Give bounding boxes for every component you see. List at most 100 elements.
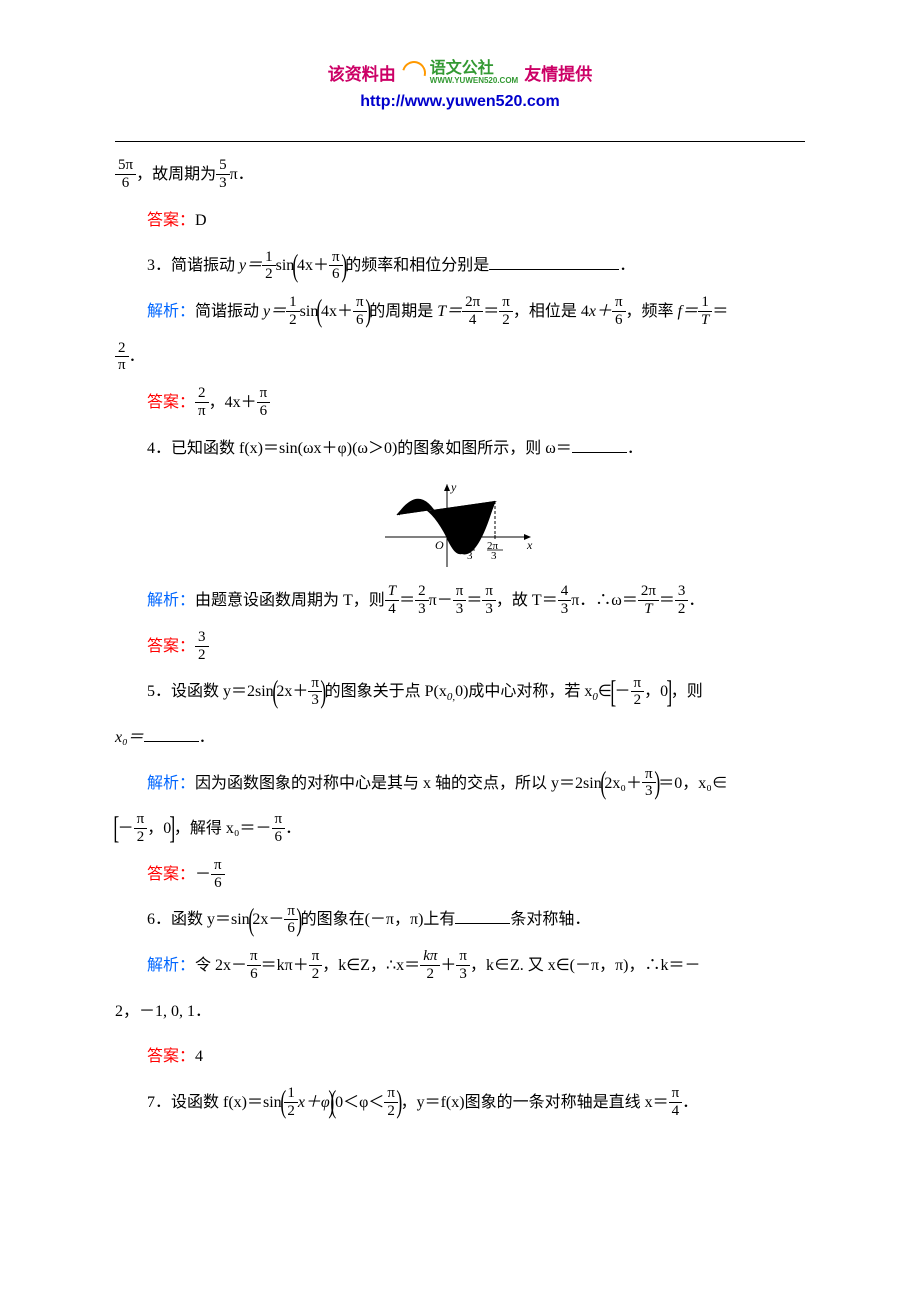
p6-question: 6．函数 y＝sin(2x－π6)的图象在(－π，π)上有条对称轴． — [115, 899, 805, 941]
p6-answer: 答案：4 — [115, 1036, 805, 1078]
p2-answer-value: D — [195, 212, 207, 229]
period: ． — [688, 592, 704, 609]
sub0: 0, — [447, 692, 455, 704]
p3-solution-l1: 解析：简谐振动 y＝12sin(4x＋π6)的周期是 T＝2π4＝π2，相位是 … — [115, 291, 805, 333]
plus: ＋ — [440, 957, 456, 974]
eq2: ＝ — [466, 592, 482, 609]
svg-text:3: 3 — [491, 550, 497, 562]
p5-answer: 答案：－π6 — [115, 854, 805, 896]
page-root: 该资料由 语文公社 WWW.YUWEN520.COM 友情提供 http://w… — [0, 0, 920, 1167]
p4-q-text: 4．已知函数 f(x)＝sin(ωx＋φ)(ω＞0)的图象如图所示，则 ω＝ — [147, 440, 572, 457]
frac-4-3: 43 — [558, 583, 572, 617]
frac-pi-3b: π3 — [482, 583, 496, 617]
p5-sol-t2: ＝0，x₀∈ — [658, 775, 728, 792]
frac-pi-2b: π2 — [134, 811, 148, 845]
frac-2-pi: 2π — [115, 340, 129, 374]
frac-kpi-2: kπ2 — [420, 948, 440, 982]
p7-question: 7．设函数 f(x)＝sin(12x＋φ)(0＜φ＜π2)，y＝f(x)图象的一… — [115, 1082, 805, 1124]
ans-neg: － — [195, 866, 211, 883]
p3-sol-mid3: ，频率 — [626, 303, 678, 320]
eq: ＝ — [483, 303, 499, 320]
p3-question: 3．简谐振动 y＝12sin(4x＋π6)的频率和相位分别是． — [115, 245, 805, 287]
solution-label: 解析： — [147, 592, 195, 609]
x0-eq: x₀＝ — [115, 729, 144, 746]
frac-pi-3: π3 — [456, 948, 470, 982]
p5-q-mid2: ，则 — [671, 683, 703, 700]
T-eq: T＝ — [437, 303, 462, 320]
frac-pi-2: π2 — [631, 675, 645, 709]
arg-4x2: 4x＋ — [321, 303, 353, 320]
eq-kpi: ＝kπ＋ — [261, 957, 309, 974]
p6-sol-l2: 2，－1, 0, 1． — [115, 1003, 211, 1020]
frac-2pi-T: 2πT — [638, 583, 659, 617]
p3-sol-mid2: ，相位是 4 — [513, 303, 589, 320]
solution-label: 解析： — [147, 957, 195, 974]
frac-3-2: 32 — [675, 583, 689, 617]
svg-text:y: y — [450, 480, 457, 494]
p5-sol-t3: ，解得 x₀＝－ — [174, 820, 272, 837]
svg-text:3: 3 — [467, 550, 473, 562]
p4-solution: 解析：由题意设函数周期为 T，则T4＝23π－π3＝π3，故 T＝43π．∴ω＝… — [115, 580, 805, 622]
period: ． — [682, 1094, 698, 1111]
eq2: ＝ — [712, 303, 728, 320]
answer-label: 答案： — [147, 638, 195, 655]
p6-q-suffix: 条对称轴． — [510, 911, 590, 928]
p7-q-prefix: 7．设函数 f(x)＝sin — [147, 1094, 282, 1111]
p6-q-mid: 的图象在(－π，π)上有 — [301, 911, 456, 928]
frac-pi-4: π4 — [669, 1085, 683, 1119]
period: ． — [199, 729, 215, 746]
pi-dot: π．∴ω＝ — [571, 592, 638, 609]
p7-q-mid: ，y＝f(x)图象的一条对称轴是直线 x＝ — [401, 1094, 669, 1111]
logo-swirl-icon — [397, 56, 430, 89]
header-prefix: 该资料由 — [328, 60, 396, 85]
p6-q-prefix: 6．函数 y＝sin — [147, 911, 250, 928]
frac-pi-2: π2 — [309, 948, 323, 982]
p5-solution-l1: 解析：因为函数图象的对称中心是其与 x 轴的交点，所以 y＝2sin(2x₀＋π… — [115, 763, 805, 805]
page-header: 该资料由 语文公社 WWW.YUWEN520.COM 友情提供 http://w… — [115, 60, 805, 111]
p4-sol-mid1: ，故 T＝ — [496, 592, 558, 609]
blank — [572, 437, 627, 453]
p3-y: y＝ — [239, 257, 262, 274]
f-eq: f＝ — [678, 303, 698, 320]
p5-q-mid1b: 0)成中心对称，若 x — [455, 683, 592, 700]
p2-text1: ，故周期为 — [136, 166, 216, 183]
p5-q-mid1: 的图象关于点 P(x — [325, 683, 447, 700]
logo-cn: 语文公社 — [430, 61, 518, 77]
p3-sol-mid1: 的周期是 — [369, 303, 437, 320]
p4-question: 4．已知函数 f(x)＝sin(ωx＋φ)(ω＞0)的图象如图所示，则 ω＝． — [115, 428, 805, 470]
p6-solution-l2: 2，－1, 0, 1． — [115, 991, 805, 1033]
header-suffix: 友情提供 — [524, 60, 592, 85]
svg-text:O: O — [435, 538, 444, 552]
comma-zero: ，0 — [644, 683, 668, 700]
p3-q-prefix: 3．简谐振动 — [147, 257, 239, 274]
arg-2x: 2x＋ — [276, 683, 308, 700]
period: ． — [619, 257, 635, 274]
p6-ans-value: 4 — [195, 1048, 203, 1065]
p6-sol-t1: 令 2x－ — [195, 957, 247, 974]
p5-question-l2: x₀＝ ． — [115, 717, 805, 759]
frac-2-pi-ans: 2π — [195, 385, 209, 419]
eq3: ＝ — [659, 592, 675, 609]
p4-graph: y x O π 3 2π 3 — [375, 477, 545, 572]
answer-label: 答案： — [147, 1048, 195, 1065]
p3-q-suffix: 的频率和相位分别是 — [345, 257, 489, 274]
svg-text:x: x — [526, 538, 533, 552]
neg: － — [118, 820, 134, 837]
p5-solution-l2: [－π2，0]，解得 x₀＝－π6． — [115, 808, 805, 850]
frac-5-3: 53 — [216, 157, 230, 191]
header-url: http://www.yuwen520.com — [115, 93, 805, 111]
p5-q-prefix: 5．设函数 y＝2sin — [147, 683, 274, 700]
frac-3-2-ans: 32 — [195, 629, 209, 663]
neg: － — [615, 683, 631, 700]
p4-answer: 答案：32 — [115, 626, 805, 668]
cond-open: 0＜φ＜ — [335, 1094, 384, 1111]
blank — [144, 726, 199, 742]
frac-pi-3: π3 — [453, 583, 467, 617]
frac-T-4: T4 — [385, 583, 399, 617]
arg-2x: 2x－ — [252, 911, 284, 928]
frac-2pi-4: 2π4 — [462, 294, 483, 328]
frac-1-2: 12 — [284, 1085, 298, 1119]
frac-pi-6b: π6 — [247, 948, 261, 982]
arg-2x0: 2x₀＋ — [604, 775, 642, 792]
answer-label: 答案： — [147, 212, 195, 229]
